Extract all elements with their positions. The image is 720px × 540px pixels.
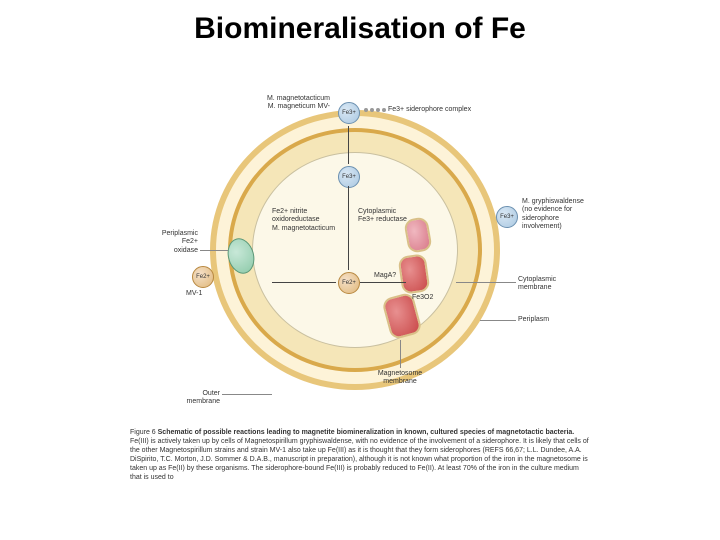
cell-diagram: Fe3+ Fe3+ Fe2+ Fe2+ Fe3+ M. magnetotacti…	[120, 80, 600, 420]
label-gryph: M. gryphiswaldense (no evidence for side…	[522, 198, 612, 232]
caption-rest: Fe(III) is actively taken up by cells of…	[130, 438, 589, 481]
caption-bold: Schematic of possible reactions leading …	[158, 429, 575, 436]
leader-periplasm	[480, 320, 516, 321]
siderophore-dots-icon	[364, 108, 386, 112]
fe3-ion-top: Fe3+	[338, 102, 360, 124]
figure-caption: Figure 6 Schematic of possible reactions…	[130, 428, 590, 483]
magnetosome-2	[397, 253, 430, 295]
caption-lead: Figure 6	[130, 429, 156, 436]
label-maga: MagA?	[374, 272, 396, 280]
arrow-fe3-uptake	[348, 126, 349, 164]
label-outer-membrane: Outer membrane	[160, 390, 220, 407]
arrow-fe2-left	[272, 282, 336, 283]
leader-oxidase	[200, 250, 228, 251]
page-title: Biomineralisation of Fe	[0, 12, 720, 46]
arrow-fe2-right	[360, 282, 406, 283]
label-magnetosome-membrane: Magnetosome membrane	[360, 370, 440, 387]
fe3-ion-outer-right: Fe3+	[496, 206, 518, 228]
label-mv1: MV-1	[186, 290, 202, 298]
label-fe3o2: Fe3O2	[412, 294, 433, 302]
label-cyto-reductase: Cytoplasmic Fe3+ reductase	[358, 208, 428, 225]
label-siderophore-complex: Fe3+ siderophore complex	[388, 106, 508, 114]
fe3-ion-inner-top: Fe3+	[338, 166, 360, 188]
leader-outer-membrane	[222, 394, 272, 395]
label-top-species: M. magnetotacticum M. magneticum MV-	[210, 95, 330, 112]
label-cyto-membrane: Cytoplasmic membrane	[518, 276, 598, 293]
label-periplasmic-oxidase: Periplasmic Fe2+ oxidase	[132, 230, 198, 255]
fe2-ion-outer-left: Fe2+	[192, 266, 214, 288]
label-nitrite-reductase: Fe2+ nitrite oxidoreductase M. magnetota…	[272, 208, 352, 233]
leader-cyto-membrane	[456, 282, 516, 283]
label-periplasm: Periplasm	[518, 316, 549, 324]
leader-magnetosome	[400, 340, 401, 368]
fe2-ion-center: Fe2+	[338, 272, 360, 294]
